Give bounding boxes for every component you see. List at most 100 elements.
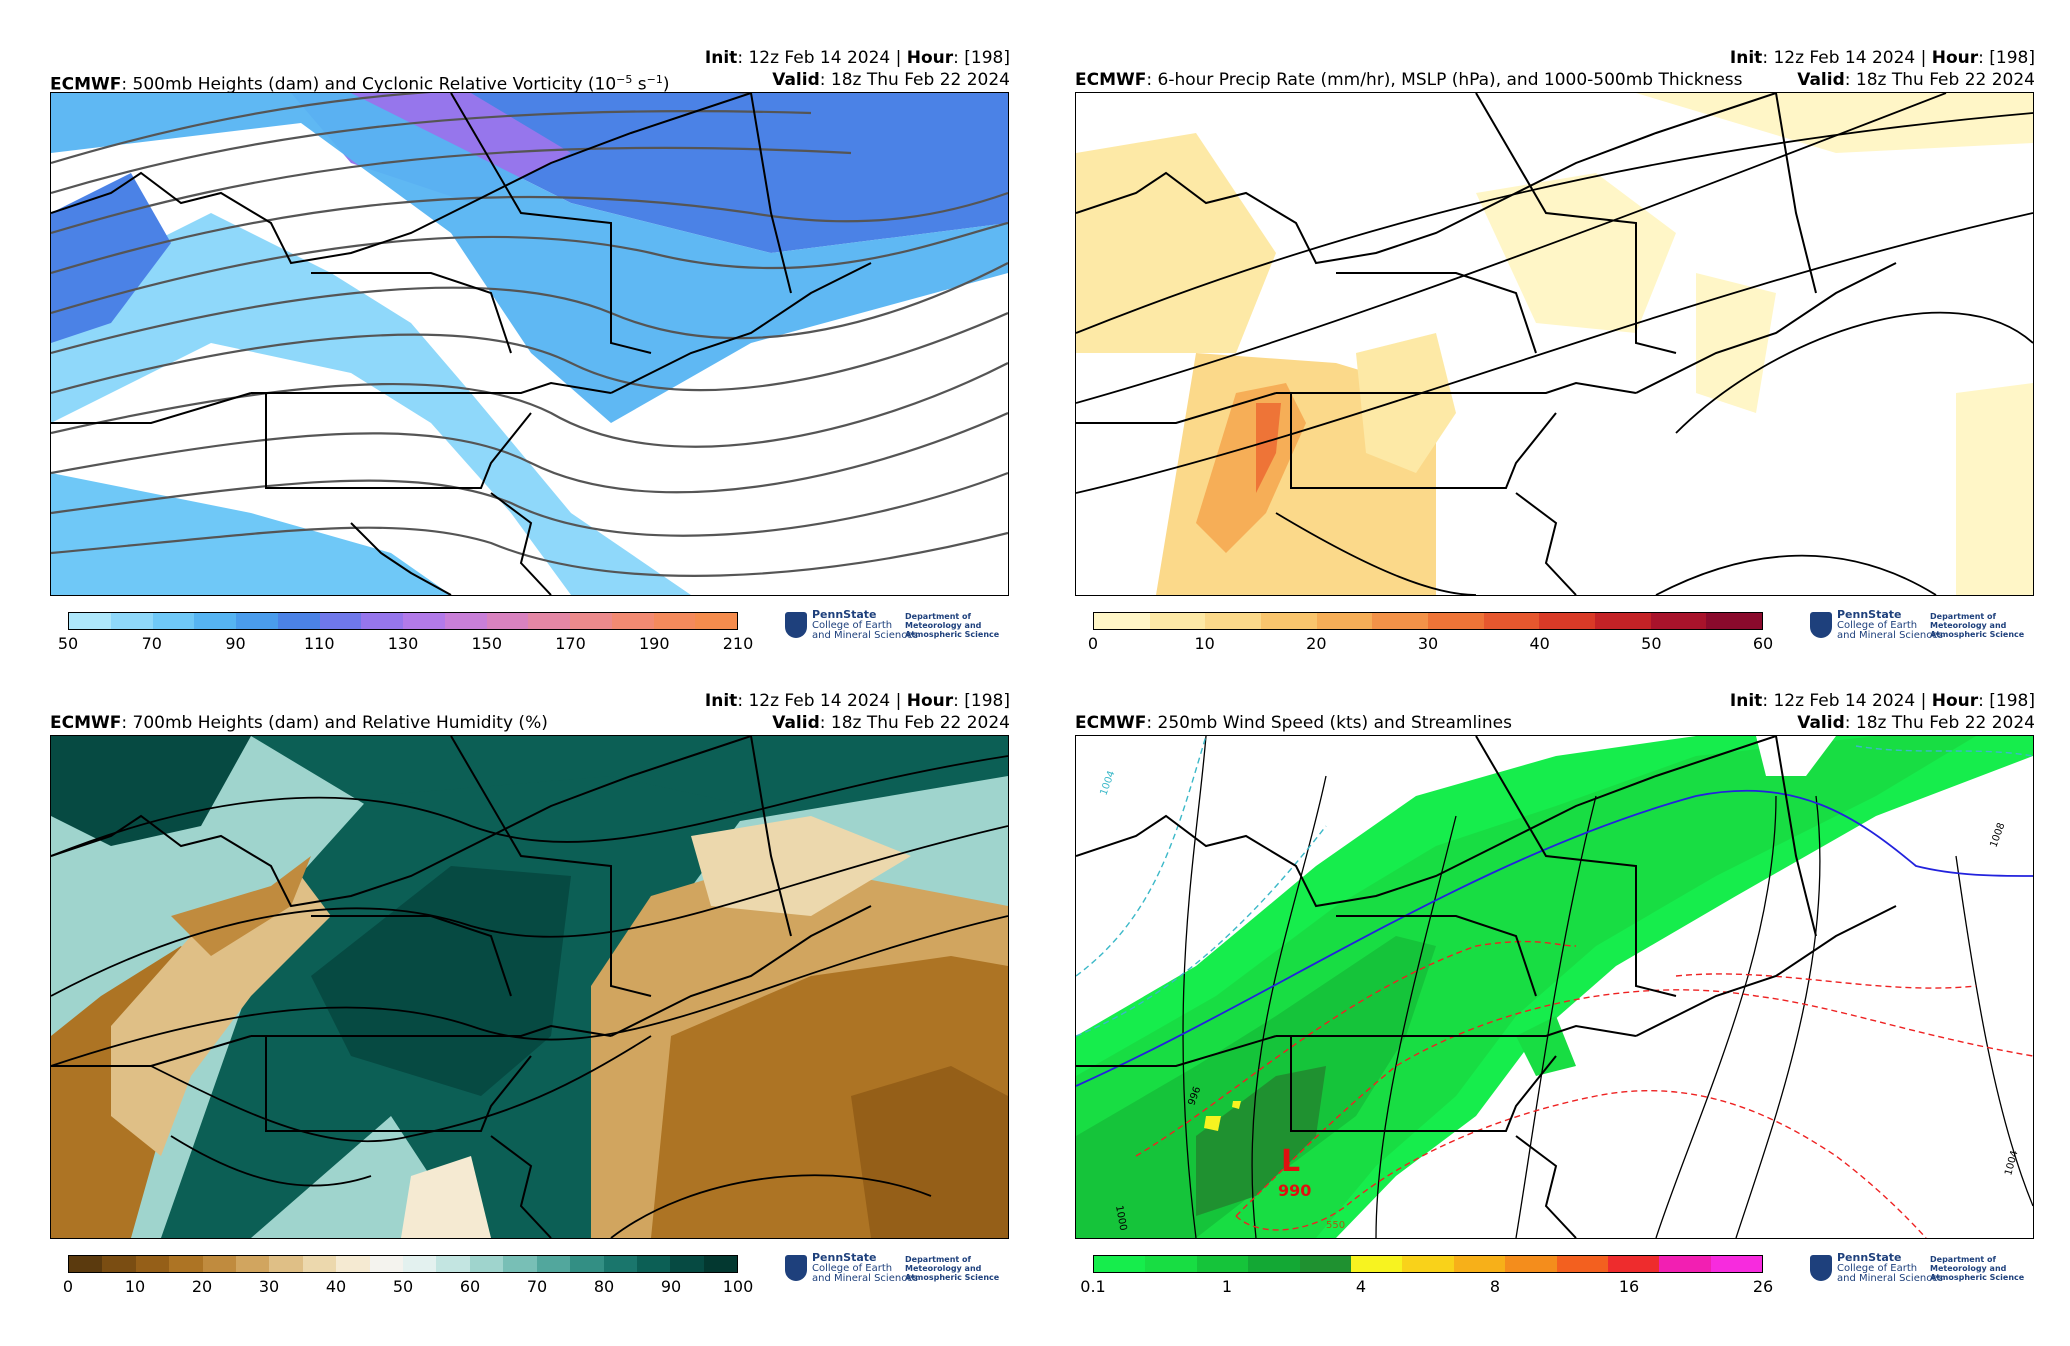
- colorbar-segment: [1556, 1256, 1608, 1272]
- panel-title: ECMWF: 500mb Heights (dam) and Cyclonic …: [50, 73, 670, 95]
- pennstate-logo: PennState College of Earth and Mineral Sci…: [785, 1252, 1000, 1289]
- panel-title: ECMWF: 700mb Heights (dam) and Relative …: [50, 713, 548, 733]
- colorbar-segment: [1650, 613, 1707, 629]
- colorbar-segment: [636, 1256, 671, 1272]
- colorbar-segment: [570, 613, 612, 629]
- panel-500mb-vorticity: Init: 12z Feb 14 2024 | Hour: [198] ECMW…: [40, 40, 1040, 680]
- colorbar-segment: [302, 1256, 337, 1272]
- colorbar-tick-label: 10: [1194, 634, 1215, 653]
- colorbar-segment: [1261, 613, 1317, 629]
- colorbar: [1093, 612, 1763, 630]
- colorbar-segment: [69, 613, 111, 629]
- colorbar-segment: [653, 613, 696, 629]
- init-line: Init: 12z Feb 14 2024 | Hour: [198]: [1729, 691, 2035, 711]
- colorbar-tick-label: 1: [1221, 1277, 1233, 1296]
- colorbar-segment: [1453, 1256, 1506, 1272]
- panel-title: ECMWF: 6-hour Precip Rate (mm/hr), MSLP …: [1075, 70, 1743, 90]
- colorbar-segment: [403, 1256, 437, 1272]
- colorbar-segment: [202, 1256, 237, 1272]
- colorbar-segment: [361, 613, 403, 629]
- colorbar-segment: [570, 1256, 604, 1272]
- init-line: Init: 12z Feb 14 2024 | Hour: [198]: [704, 691, 1010, 711]
- colorbar-tick-label: 130: [387, 634, 419, 653]
- colorbar-tick-label: 190: [638, 634, 670, 653]
- panel-title: ECMWF: 250mb Wind Speed (kts) and Stream…: [1075, 713, 1512, 733]
- colorbar-segment: [603, 1256, 637, 1272]
- colorbar-tick-label: 150: [471, 634, 503, 653]
- panel-700mb-rh: Init: 12z Feb 14 2024 | Hour: [198] ECMW…: [40, 683, 1040, 1323]
- nittany-lion-icon: [785, 612, 807, 638]
- colorbar-tick-label: 90: [225, 634, 246, 653]
- nittany-lion-icon: [785, 1255, 807, 1281]
- colorbar-tick-label: 80: [593, 1277, 615, 1296]
- colorbar-segment: [169, 1256, 203, 1272]
- nittany-lion-icon: [1810, 1255, 1832, 1281]
- colorbar-segment: [1659, 1256, 1711, 1272]
- map-500mb: [50, 92, 1009, 596]
- colorbar-segment: [1145, 1256, 1197, 1272]
- colorbar-tick-label: 0: [62, 1277, 74, 1296]
- colorbar-tick-label: 26: [1752, 1277, 1774, 1296]
- colorbar-segment: [336, 1256, 370, 1272]
- colorbar-segment: [469, 1256, 504, 1272]
- colorbar-tick-label: 40: [1529, 634, 1550, 653]
- colorbar: [68, 612, 738, 630]
- colorbar: [1093, 1255, 1763, 1273]
- colorbar-segment: [1483, 613, 1540, 629]
- colorbar-segment: [1094, 1256, 1146, 1272]
- colorbar-tick-label: 10: [124, 1277, 146, 1296]
- init-line: Init: 12z Feb 14 2024 | Hour: [198]: [1729, 48, 2035, 68]
- colorbar-segment: [269, 1256, 303, 1272]
- colorbar-segment: [194, 613, 236, 629]
- panel-250mb-wind: Init: 12z Feb 14 2024 | Hour: [198] ECMW…: [1065, 683, 2065, 1323]
- map-precip: [1075, 92, 2034, 596]
- colorbar-segment: [1706, 613, 1763, 629]
- pennstate-logo: PennState College of Earth and Mineral Sci…: [1810, 1252, 2025, 1289]
- colorbar-tick-label: 0: [1087, 634, 1099, 653]
- panel-precip-mslp: Init: 12z Feb 14 2024 | Hour: [198] ECMW…: [1065, 40, 2065, 680]
- colorbar-segment: [236, 613, 278, 629]
- colorbar-segment: [1094, 613, 1150, 629]
- colorbar-segment: [695, 613, 737, 629]
- colorbar-segment: [1607, 1256, 1660, 1272]
- colorbar-segment: [1710, 1256, 1763, 1272]
- colorbar-segment: [1299, 1256, 1351, 1272]
- colorbar-segment: [1196, 1256, 1249, 1272]
- colorbar-segment: [403, 613, 445, 629]
- colorbar-tick-label: 4: [1355, 1277, 1367, 1296]
- colorbar-segment: [1205, 613, 1262, 629]
- colorbar-segment: [69, 1256, 103, 1272]
- colorbar-tick-label: 30: [258, 1277, 280, 1296]
- colorbar-segment: [1316, 613, 1373, 629]
- colorbar-segment: [611, 613, 654, 629]
- colorbar-tick-label: 60: [1752, 634, 1774, 653]
- low-pressure-letter: L: [1281, 1144, 1300, 1179]
- colorbar-ticks: 0.1 1 4 8 16 26: [1080, 1277, 1773, 1297]
- colorbar-tick-label: 40: [325, 1277, 347, 1296]
- colorbar-segment: [1149, 613, 1206, 629]
- nittany-lion-icon: [1810, 612, 1832, 638]
- valid-line: Valid: 18z Thu Feb 22 2024: [1797, 70, 2035, 90]
- map-250mb: L 990 996 1000 1004 1008 1004 550: [1075, 735, 2034, 1239]
- colorbar-segment: [1350, 1256, 1403, 1272]
- colorbar-segment: [277, 613, 320, 629]
- valid-line: Valid: 18z Thu Feb 22 2024: [1797, 713, 2035, 733]
- colorbar-ticks: 0 10 20 30 40 50 60: [1088, 634, 1773, 654]
- colorbar-tick-label: 110: [303, 634, 335, 653]
- colorbar-segment: [1595, 613, 1651, 629]
- colorbar-segment: [1372, 613, 1429, 629]
- colorbar-segment: [102, 1256, 136, 1272]
- colorbar-segment: [1428, 613, 1484, 629]
- colorbar-segment: [444, 613, 487, 629]
- colorbar-tick-label: 8: [1489, 1277, 1501, 1296]
- colorbar-tick-label: 16: [1618, 1277, 1640, 1296]
- colorbar-tick-label: 0.1: [1080, 1277, 1106, 1296]
- colorbar-ticks: 0 10 20 30 40 50 60 70 80 90 100: [63, 1277, 753, 1297]
- colorbar-segment: [703, 1256, 738, 1272]
- init-line: Init: 12z Feb 14 2024 | Hour: [198]: [704, 48, 1010, 68]
- colorbar-segment: [528, 613, 570, 629]
- colorbar-segment: [436, 1256, 470, 1272]
- colorbar-tick-label: 70: [526, 1277, 548, 1296]
- colorbar-segment: [369, 1256, 404, 1272]
- colorbar-ticks: 50 70 90 110 130 150 170 190 210: [58, 634, 753, 654]
